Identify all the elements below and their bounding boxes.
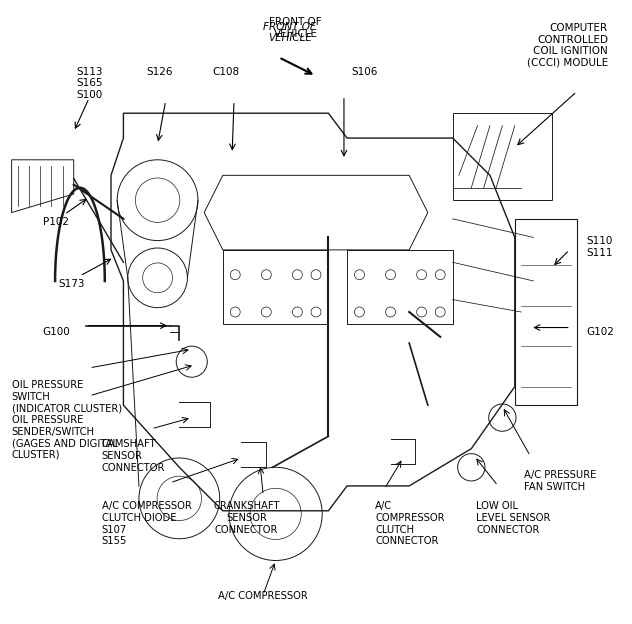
Text: LOW OIL
LEVEL SENSOR
CONNECTOR: LOW OIL LEVEL SENSOR CONNECTOR <box>477 502 550 535</box>
Text: A/C
COMPRESSOR
CLUTCH
CONNECTOR: A/C COMPRESSOR CLUTCH CONNECTOR <box>375 502 444 546</box>
Text: FRONT OF
VEHICLE: FRONT OF VEHICLE <box>264 22 317 44</box>
Text: A/C COMPRESSOR: A/C COMPRESSOR <box>218 591 308 601</box>
Text: OIL PRESSURE
SWITCH
(INDICATOR CLUSTER)
OIL PRESSURE
SENDER/SWITCH
(GAGES AND DI: OIL PRESSURE SWITCH (INDICATOR CLUSTER) … <box>11 381 122 460</box>
Text: COMPUTER
CONTROLLED
COIL IGNITION
(CCCI) MODULE: COMPUTER CONTROLLED COIL IGNITION (CCCI)… <box>526 23 608 68</box>
Text: A/C PRESSURE
FAN SWITCH: A/C PRESSURE FAN SWITCH <box>524 470 597 492</box>
Text: S173: S173 <box>58 279 85 289</box>
Text: A/C COMPRESSOR
CLUTCH DIODE
S107
S155: A/C COMPRESSOR CLUTCH DIODE S107 S155 <box>102 502 191 546</box>
Text: CRANKSHAFT
SENSOR
CONNECTOR: CRANKSHAFT SENSOR CONNECTOR <box>213 502 280 535</box>
Text: S113
S165
S100: S113 S165 S100 <box>77 67 103 100</box>
Text: G100: G100 <box>43 327 70 337</box>
Text: G102: G102 <box>586 327 614 337</box>
Text: S126: S126 <box>146 67 173 77</box>
Text: C108: C108 <box>212 67 240 77</box>
Text: P102: P102 <box>43 217 69 227</box>
Text: S106: S106 <box>351 67 378 77</box>
Text: S110
S111: S110 S111 <box>586 236 613 258</box>
Text: FRONT OF
VEHICLE: FRONT OF VEHICLE <box>269 17 322 39</box>
Text: CAMSHAFT
SENSOR
CONNECTOR: CAMSHAFT SENSOR CONNECTOR <box>102 439 165 472</box>
